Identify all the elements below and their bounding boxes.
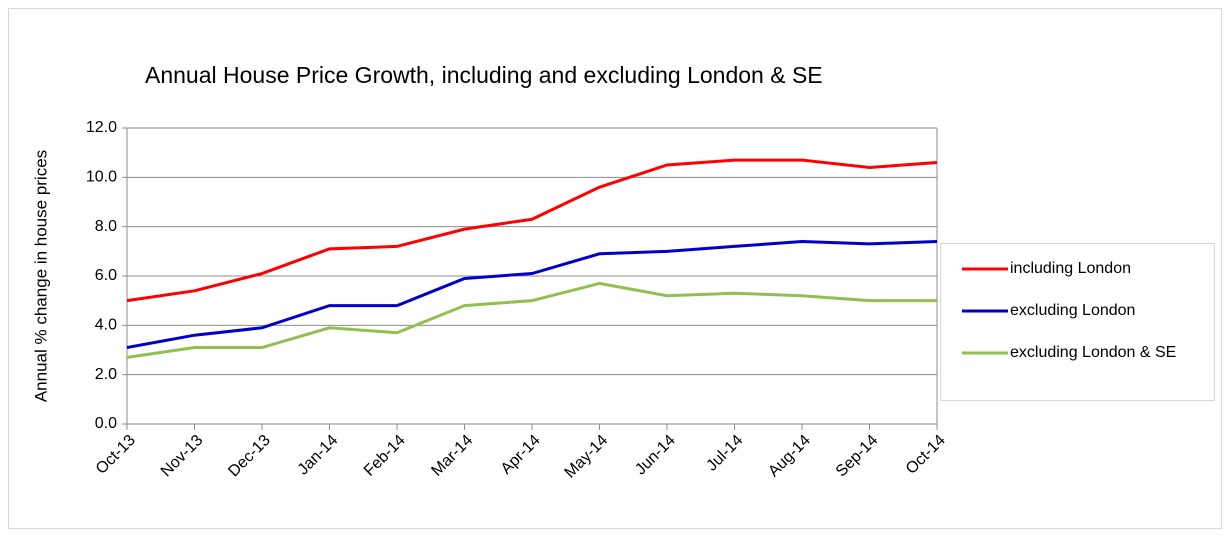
legend-label: excluding London & SE bbox=[1010, 344, 1176, 361]
y-axis-label: Annual % change in house prices bbox=[31, 150, 50, 402]
series-line bbox=[126, 239, 938, 350]
series-line bbox=[126, 158, 938, 303]
legend-label: excluding London bbox=[1010, 302, 1135, 319]
series-line bbox=[126, 281, 937, 359]
y-tick-label: 4.0 bbox=[95, 317, 117, 334]
y-tick-label: 2.0 bbox=[95, 366, 117, 383]
chart-title: Annual House Price Growth, including and… bbox=[145, 62, 823, 88]
y-tick-label: 10.0 bbox=[86, 169, 117, 186]
legend-label: including London bbox=[1010, 260, 1131, 277]
y-tick-label: 12.0 bbox=[86, 119, 117, 136]
y-tick-label: 0.0 bbox=[95, 415, 117, 432]
y-tick-label: 6.0 bbox=[95, 267, 117, 284]
y-tick-label: 8.0 bbox=[95, 218, 117, 235]
